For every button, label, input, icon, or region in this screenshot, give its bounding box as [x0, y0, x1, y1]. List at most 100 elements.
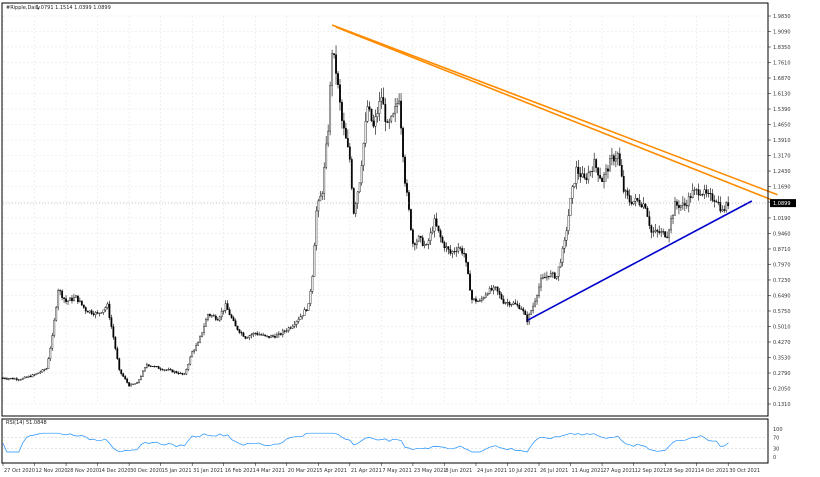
- candle-body: [656, 229, 659, 232]
- candle-body: [209, 314, 211, 316]
- candle-body: [21, 377, 24, 380]
- candle-body: [276, 334, 278, 338]
- candle-body: [394, 106, 397, 115]
- time-tick-label: 28 Sep 2021: [666, 468, 698, 474]
- candle-body: [106, 303, 109, 308]
- time-tick-label: 8 Jun 2021: [445, 468, 472, 474]
- candle-body: [415, 240, 418, 245]
- candle-body: [528, 314, 531, 323]
- candle-body: [514, 302, 517, 305]
- candle-body: [268, 336, 270, 338]
- candle-body: [701, 194, 704, 196]
- candle-body: [465, 253, 467, 263]
- candle-body: [545, 275, 548, 278]
- candle-body: [356, 191, 359, 204]
- candle-body: [504, 302, 507, 304]
- candle-body: [236, 325, 239, 330]
- candle-body: [406, 183, 408, 193]
- candle-body: [626, 190, 629, 196]
- candle-body: [618, 153, 621, 166]
- candle-body: [266, 335, 268, 337]
- candle-body: [413, 243, 416, 245]
- price-tick-label: 0.5750: [773, 309, 791, 315]
- price-tick-label: 1.3910: [773, 138, 791, 144]
- candle-body: [366, 106, 369, 122]
- candle-body: [382, 97, 385, 105]
- candle-body: [147, 364, 150, 367]
- candle-body: [408, 192, 410, 210]
- candle-body: [35, 373, 38, 375]
- candle-body: [583, 173, 586, 179]
- candle-body: [161, 369, 164, 371]
- price-tick-label: 1.0190: [773, 216, 791, 222]
- candle-body: [110, 317, 113, 327]
- candle-body: [498, 291, 501, 295]
- symbol-title: #Ripple,Daily: [6, 5, 40, 11]
- candle-body: [122, 373, 125, 377]
- candle-body: [8, 378, 10, 380]
- candle-body: [17, 379, 20, 381]
- candle-body: [717, 201, 720, 203]
- candle-body: [658, 231, 661, 233]
- candle-body: [305, 309, 308, 311]
- candle-body: [250, 334, 253, 336]
- candle-body: [159, 368, 162, 370]
- candle-body: [455, 251, 458, 253]
- trendlines-layer: [3, 24, 786, 322]
- candle-body: [212, 315, 215, 317]
- candle-body: [534, 300, 536, 307]
- candle-body: [492, 286, 495, 291]
- candle-body: [467, 262, 469, 275]
- candle-body: [142, 370, 144, 377]
- candle-body: [674, 201, 676, 216]
- price-tick-label: 1.5390: [773, 107, 791, 113]
- candle-body: [506, 302, 509, 304]
- candle-body: [254, 332, 257, 334]
- candle-body: [228, 309, 231, 316]
- time-axis: 27 Oct 2020 12 Nov 2020 28 Nov 2020 14 Dec …: [2, 463, 760, 474]
- candle-body: [595, 159, 598, 168]
- candle-body: [126, 378, 129, 383]
- candle-body: [262, 334, 265, 336]
- candle-body: [352, 188, 355, 214]
- time-tick-label: 14 Oct 2021: [698, 468, 729, 474]
- candle-body: [337, 73, 339, 85]
- candle-body: [248, 335, 251, 338]
- candle-body: [315, 210, 318, 246]
- candle-body: [207, 314, 209, 320]
- candle-body: [695, 189, 698, 191]
- time-tick-label: 12 Nov 2020: [36, 468, 68, 474]
- candle-body: [620, 165, 623, 177]
- candle-body: [134, 383, 136, 385]
- candle-body: [364, 121, 367, 144]
- candle-body: [299, 316, 302, 320]
- candle-body: [624, 190, 627, 192]
- candle-body: [277, 333, 280, 335]
- candle-body: [475, 298, 477, 302]
- current-price-label: 1.0899: [773, 201, 791, 207]
- candle-body: [593, 159, 596, 172]
- time-tick-label: 15 Jan 2021: [162, 468, 192, 474]
- candle-body: [238, 329, 241, 333]
- candle-body: [469, 273, 471, 291]
- candle-body: [567, 215, 570, 231]
- candle-body: [49, 348, 52, 359]
- candle-body: [84, 307, 87, 312]
- candle-body: [703, 189, 706, 195]
- candle-body: [396, 103, 399, 107]
- time-tick-label: 10 Jul 2021: [508, 468, 536, 474]
- candle-body: [496, 286, 499, 292]
- candle-body: [417, 235, 420, 242]
- candle-body: [303, 309, 306, 316]
- candle-body: [86, 310, 89, 313]
- candle-body: [252, 333, 255, 335]
- candle-body: [605, 168, 607, 175]
- candle-body: [721, 209, 724, 212]
- candle-body: [559, 262, 562, 268]
- rsi-layer: [2, 432, 767, 453]
- candle-body: [216, 319, 219, 321]
- candle-body: [427, 240, 430, 245]
- rsi-tick-label: 100: [773, 427, 783, 433]
- candle-body: [82, 304, 85, 308]
- candle-body: [71, 297, 73, 301]
